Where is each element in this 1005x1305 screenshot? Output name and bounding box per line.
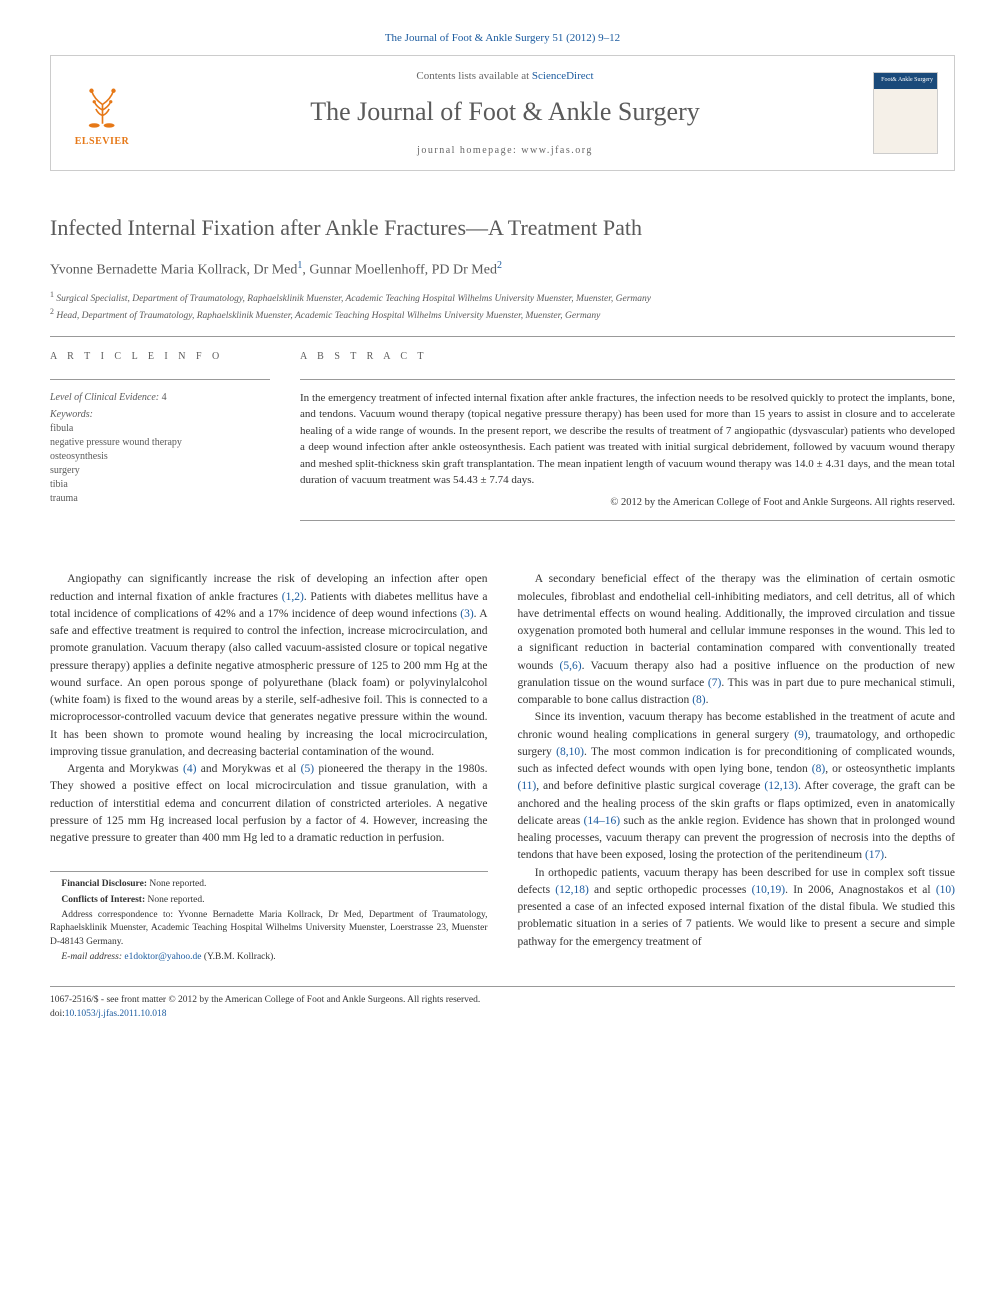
body-right-p1: Since its invention, vacuum therapy has …	[518, 709, 956, 864]
email-link[interactable]: e1doktor@yahoo.de	[124, 952, 201, 962]
affiliation-1: 1 Surgical Specialist, Department of Tra…	[50, 289, 955, 306]
info-abstract-row: A R T I C L E I N F O Level of Clinical …	[50, 349, 955, 522]
footer-doi: doi:10.1053/j.jfas.2011.10.018	[50, 1007, 955, 1021]
keywords-label: Keywords:	[50, 407, 270, 422]
keyword-3: surgery	[50, 464, 270, 478]
doi-link[interactable]: 10.1053/j.jfas.2011.10.018	[65, 1009, 167, 1019]
footnotes: Financial Disclosure: None reported. Con…	[50, 871, 488, 964]
abstract-text: In the emergency treatment of infected i…	[300, 390, 955, 489]
keyword-1: negative pressure wound therapy	[50, 436, 270, 450]
keyword-2: osteosynthesis	[50, 450, 270, 464]
abs-divider	[300, 379, 955, 380]
header-box: ELSEVIER Contents lists available at Sci…	[50, 55, 955, 172]
citation-link[interactable]: (10,19)	[752, 884, 786, 896]
homepage-prefix: journal homepage:	[417, 145, 521, 156]
journal-name: The Journal of Foot & Ankle Surgery	[137, 92, 873, 131]
citation-link[interactable]: (3)	[460, 608, 473, 620]
fn-conflicts-text: Conflicts of Interest: None reported.	[61, 895, 204, 905]
body-column-left: Angiopathy can significantly increase th…	[50, 571, 488, 966]
homepage-url: www.jfas.org	[521, 145, 593, 156]
author-2-sup: 2	[497, 260, 502, 271]
journal-cover-thumbnail	[873, 72, 938, 154]
journal-homepage: journal homepage: www.jfas.org	[137, 143, 873, 158]
author-2-name: Gunnar Moellenhoff, PD Dr Med	[309, 263, 497, 278]
email-suffix: (Y.B.M. Kollrack).	[204, 952, 276, 962]
journal-header-center: Contents lists available at ScienceDirec…	[137, 68, 873, 159]
contents-prefix: Contents lists available at	[416, 70, 531, 82]
citation-link[interactable]: (8,10)	[556, 746, 584, 758]
citation-link[interactable]: (9)	[794, 729, 807, 741]
fn-financial-text: Financial Disclosure: None reported.	[61, 879, 206, 889]
sciencedirect-link[interactable]: ScienceDirect	[532, 70, 594, 82]
author-1-sup: 1	[297, 260, 302, 271]
citation-link[interactable]: (12,18)	[555, 884, 589, 896]
author-1-name: Yvonne Bernadette Maria Kollrack, Dr Med	[50, 263, 297, 278]
elsevier-logo-block: ELSEVIER	[67, 77, 137, 149]
keyword-0: fibula	[50, 422, 270, 436]
footnote-conflicts: Conflicts of Interest: None reported.	[50, 894, 488, 907]
citation-link[interactable]: (8)	[812, 763, 825, 775]
citation-link[interactable]: (7)	[708, 677, 721, 689]
body-right-p0: A secondary beneficial effect of the the…	[518, 571, 956, 709]
citation-link[interactable]: (5,6)	[560, 660, 582, 672]
article-info-column: A R T I C L E I N F O Level of Clinical …	[50, 349, 270, 522]
affiliation-2: 2 Head, Department of Traumatology, Raph…	[50, 306, 955, 323]
abstract-copyright: © 2012 by the American College of Foot a…	[300, 495, 955, 511]
header-citation: The Journal of Foot & Ankle Surgery 51 (…	[50, 30, 955, 47]
citation-link[interactable]: (11)	[518, 780, 537, 792]
footnote-email: E-mail address: e1doktor@yahoo.de (Y.B.M…	[50, 951, 488, 964]
citation-link[interactable]: (17)	[865, 849, 884, 861]
affil-2-sup: 2	[50, 307, 54, 316]
citation-link[interactable]: (4)	[183, 763, 196, 775]
affil-1-sup: 1	[50, 290, 54, 299]
abs-divider-bottom	[300, 520, 955, 521]
body-column-right: A secondary beneficial effect of the the…	[518, 571, 956, 966]
citation-link[interactable]: (10)	[936, 884, 955, 896]
divider-top	[50, 336, 955, 337]
body-right-p2: In orthopedic patients, vacuum therapy h…	[518, 865, 956, 951]
doi-label: doi:	[50, 1009, 65, 1019]
affil-1-text: Surgical Specialist, Department of Traum…	[56, 294, 651, 304]
footnote-address: Address correspondence to: Yvonne Bernad…	[50, 909, 488, 949]
level-label: Level of Clinical Evidence:	[50, 392, 159, 403]
affil-2-text: Head, Department of Traumatology, Raphae…	[56, 311, 600, 321]
body-columns: Angiopathy can significantly increase th…	[50, 571, 955, 966]
body-left-p0: Angiopathy can significantly increase th…	[50, 571, 488, 761]
elsevier-label: ELSEVIER	[75, 134, 130, 149]
email-label: E-mail address:	[61, 952, 122, 962]
citation-link[interactable]: (1,2)	[282, 591, 304, 603]
keyword-4: tibia	[50, 478, 270, 492]
abstract-column: A B S T R A C T In the emergency treatme…	[300, 349, 955, 522]
abstract-heading: A B S T R A C T	[300, 349, 955, 364]
elsevier-tree-icon	[75, 77, 130, 132]
footer-copyright: 1067-2516/$ - see front matter © 2012 by…	[50, 993, 955, 1007]
article-info-heading: A R T I C L E I N F O	[50, 349, 270, 364]
affiliations: 1 Surgical Specialist, Department of Tra…	[50, 289, 955, 324]
footnote-financial: Financial Disclosure: None reported.	[50, 878, 488, 891]
citation-link[interactable]: (5)	[301, 763, 314, 775]
level-value: 4	[162, 392, 167, 403]
body-left-p1: Argenta and Morykwas (4) and Morykwas et…	[50, 761, 488, 847]
citation-link[interactable]: (12,13)	[764, 780, 798, 792]
contents-line: Contents lists available at ScienceDirec…	[137, 68, 873, 85]
authors-line: Yvonne Bernadette Maria Kollrack, Dr Med…	[50, 258, 955, 281]
keyword-5: trauma	[50, 492, 270, 506]
evidence-level: Level of Clinical Evidence: 4	[50, 390, 270, 405]
citation-link[interactable]: (14–16)	[584, 815, 620, 827]
citation-link[interactable]: (8)	[692, 694, 705, 706]
ai-divider	[50, 379, 270, 380]
page-footer: 1067-2516/$ - see front matter © 2012 by…	[50, 986, 955, 1022]
article-title: Infected Internal Fixation after Ankle F…	[50, 211, 955, 244]
